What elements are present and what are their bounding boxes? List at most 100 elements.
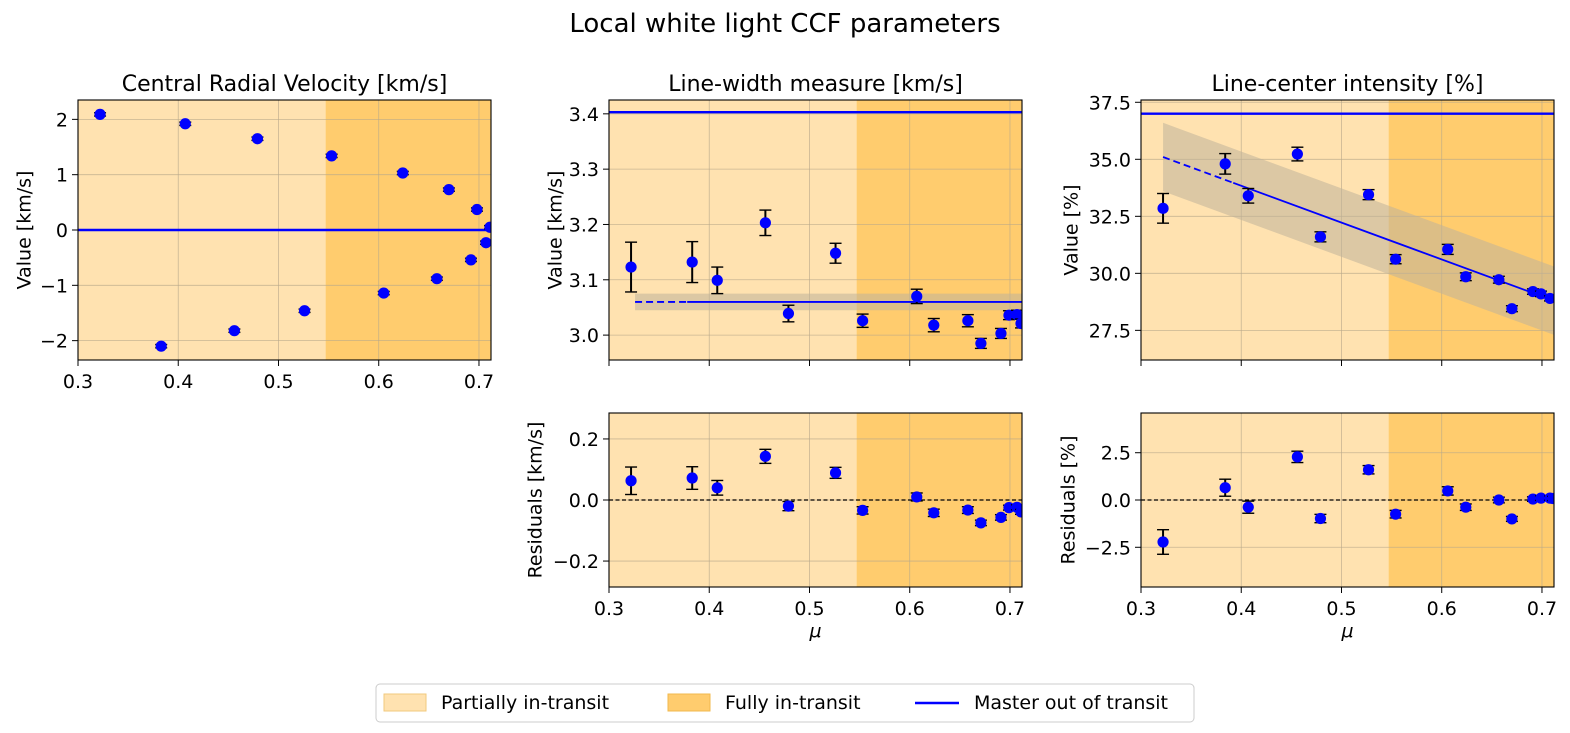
data-point xyxy=(1219,158,1231,170)
x-tick-label: 0.7 xyxy=(464,371,494,393)
plot-area xyxy=(1141,450,1554,555)
data-point xyxy=(1442,485,1454,497)
panel-line-width-residuals: 0.3 0.4 0.5 0.6 0.7 −0.2 0.0 0.2 Residuals [km/s… xyxy=(525,412,1025,642)
data-point xyxy=(1015,317,1022,330)
legend: Partially in-transit Fully in-transit Ma… xyxy=(375,683,1195,723)
y-tick-label: 3.0 xyxy=(569,325,599,347)
data-point xyxy=(1011,309,1022,321)
data-point xyxy=(711,274,723,286)
data-point xyxy=(759,217,771,229)
x-tick-label: 0.3 xyxy=(594,598,624,620)
y-axis-label: Residuals [km/s] xyxy=(525,422,547,579)
y-axis-label: Residuals [%] xyxy=(1058,435,1080,564)
data-point xyxy=(480,237,491,249)
panel-title: Central Radial Velocity [km/s] xyxy=(122,72,448,97)
x-tick-label: 0.5 xyxy=(263,371,293,393)
panel-title: Line-width measure [km/s] xyxy=(668,72,963,97)
data-point xyxy=(179,118,191,130)
data-point xyxy=(1015,506,1022,518)
data-point xyxy=(378,287,390,299)
data-point xyxy=(1242,190,1254,202)
x-tick-label: 0.4 xyxy=(694,598,724,620)
y-tick-label: 2 xyxy=(56,109,68,131)
data-point xyxy=(1362,189,1375,201)
plot-area xyxy=(78,108,491,352)
data-point xyxy=(431,273,443,285)
data-point xyxy=(995,327,1007,340)
data-point xyxy=(397,167,409,179)
fit-line-dashed xyxy=(1162,156,1234,184)
legend-label-partial: Partially in-transit xyxy=(441,692,609,714)
x-tick-label: 0.6 xyxy=(895,598,925,620)
y-tick-label: 32.5 xyxy=(1089,206,1131,228)
data-point xyxy=(1506,513,1518,525)
y-tick-label: −2.5 xyxy=(1085,537,1131,559)
y-tick-label: −2 xyxy=(40,331,68,353)
y-tick-label: 0.0 xyxy=(569,490,599,512)
panel-line-center-intensity: 27.5 30.0 32.5 35.0 37.5 Line-center intensit… xyxy=(1061,72,1555,366)
y-tick-label: 3.2 xyxy=(569,214,599,236)
data-point xyxy=(857,504,869,516)
legend-label-master: Master out of transit xyxy=(974,692,1168,714)
x-axis-label: μ xyxy=(808,620,821,642)
data-point xyxy=(1460,501,1472,513)
data-point xyxy=(625,475,637,487)
data-point xyxy=(975,337,987,350)
y-tick-label: 0 xyxy=(56,220,68,242)
data-point xyxy=(1242,501,1254,513)
x-tick-label: 0.4 xyxy=(163,371,193,393)
data-point xyxy=(1157,202,1169,214)
data-point xyxy=(1291,451,1303,463)
y-tick-label: 3.3 xyxy=(569,159,599,181)
y-axis-label: Value [km/s] xyxy=(545,171,567,290)
data-point xyxy=(298,305,311,317)
x-tick-label: 0.7 xyxy=(1527,598,1557,620)
y-tick-label: 3.1 xyxy=(569,270,599,292)
y-tick-label: 0.2 xyxy=(569,429,599,451)
x-tick-label: 0.4 xyxy=(1226,598,1256,620)
data-point xyxy=(155,340,167,352)
data-point xyxy=(326,150,338,162)
y-tick-label: 3.4 xyxy=(569,104,599,126)
data-point xyxy=(1460,271,1472,283)
data-point xyxy=(1493,274,1505,286)
x-tick-label: 0.3 xyxy=(1126,598,1156,620)
data-point xyxy=(443,184,455,196)
data-point xyxy=(928,507,940,519)
data-point xyxy=(471,203,483,216)
legend-label-full: Fully in-transit xyxy=(725,692,861,714)
full-transit-region xyxy=(856,100,1022,360)
panel-title: Line-center intensity [%] xyxy=(1211,72,1483,97)
panel-line-width: 3.0 3.1 3.2 3.3 3.4 Line-width measure [km/s]… xyxy=(545,72,1023,366)
data-point xyxy=(251,133,264,145)
y-tick-label: 35.0 xyxy=(1089,149,1131,171)
axes-frame xyxy=(608,99,1023,361)
data-point xyxy=(1544,292,1554,305)
x-tick-label: 0.5 xyxy=(1326,598,1356,620)
data-point xyxy=(1362,464,1375,476)
plot-area xyxy=(1141,112,1554,335)
data-point xyxy=(975,517,987,529)
figure-title: Local white light CCF parameters xyxy=(569,9,1000,39)
data-point xyxy=(1442,243,1454,255)
x-axis-label: μ xyxy=(1340,620,1353,642)
x-tick-label: 0.6 xyxy=(1427,598,1457,620)
partial-transit-region xyxy=(609,100,857,360)
data-point xyxy=(995,511,1007,523)
data-point xyxy=(686,472,698,484)
data-point xyxy=(1219,482,1231,494)
y-tick-label: 27.5 xyxy=(1089,320,1131,342)
data-point xyxy=(962,504,974,516)
y-tick-label: 37.5 xyxy=(1089,92,1131,114)
legend-swatch-full xyxy=(667,693,711,712)
data-point xyxy=(711,482,723,494)
data-point xyxy=(625,261,637,273)
axes-frame xyxy=(1140,99,1555,361)
data-point xyxy=(1506,303,1518,315)
data-point xyxy=(1493,494,1505,506)
data-point xyxy=(228,325,240,337)
data-point xyxy=(962,315,974,327)
data-point xyxy=(1291,148,1303,160)
y-axis-label: Value [km/s] xyxy=(14,171,36,290)
data-point xyxy=(484,221,491,233)
